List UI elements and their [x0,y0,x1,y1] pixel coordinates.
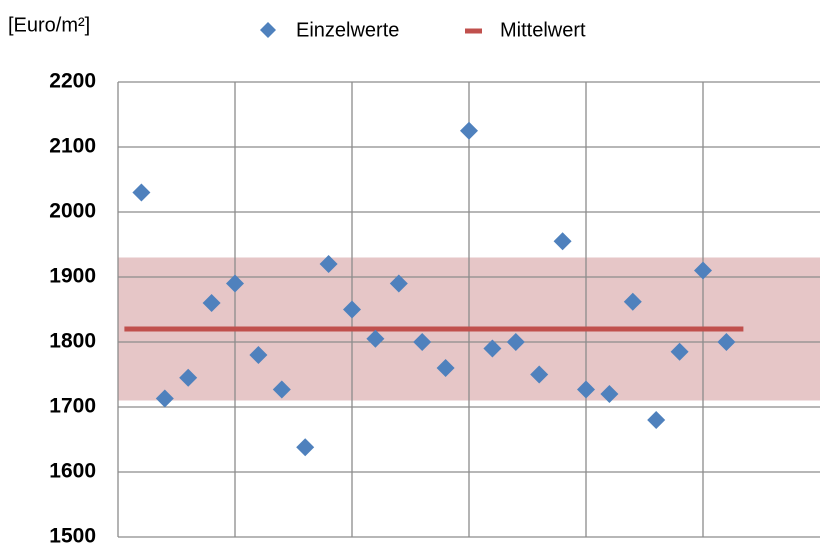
point [319,255,338,273]
point [506,333,525,351]
point [694,261,712,280]
point [600,385,619,403]
y-tick-label: 1600 [49,460,96,483]
y-tick-label: 1900 [49,265,96,288]
point [623,292,642,311]
point [647,411,666,429]
point [272,380,291,399]
point [577,380,595,399]
y-axis-label: [Euro/m²] [8,14,90,36]
y-tick-label: 1500 [49,525,96,547]
legend-label: Mittelwert [500,19,586,41]
y-tick-label: 2200 [49,70,96,93]
y-tick-label: 2100 [49,135,96,158]
point [249,346,268,364]
y-tick-label: 1800 [49,330,96,353]
point [366,329,385,348]
point [296,438,315,457]
point [155,389,174,408]
point [413,333,432,351]
legend-marker [260,22,276,38]
point [717,333,736,351]
point [179,368,198,387]
point [132,183,151,202]
point [483,339,502,358]
point [226,274,244,293]
point [436,359,455,377]
point [343,300,361,319]
y-tick-label: 1700 [49,395,96,418]
point [202,294,221,312]
y-tick-label: 2000 [49,200,96,223]
legend-label: Einzelwerte [296,19,399,41]
point [389,274,408,293]
point [670,342,689,361]
point [460,121,478,140]
point [553,232,572,251]
point [530,365,549,384]
